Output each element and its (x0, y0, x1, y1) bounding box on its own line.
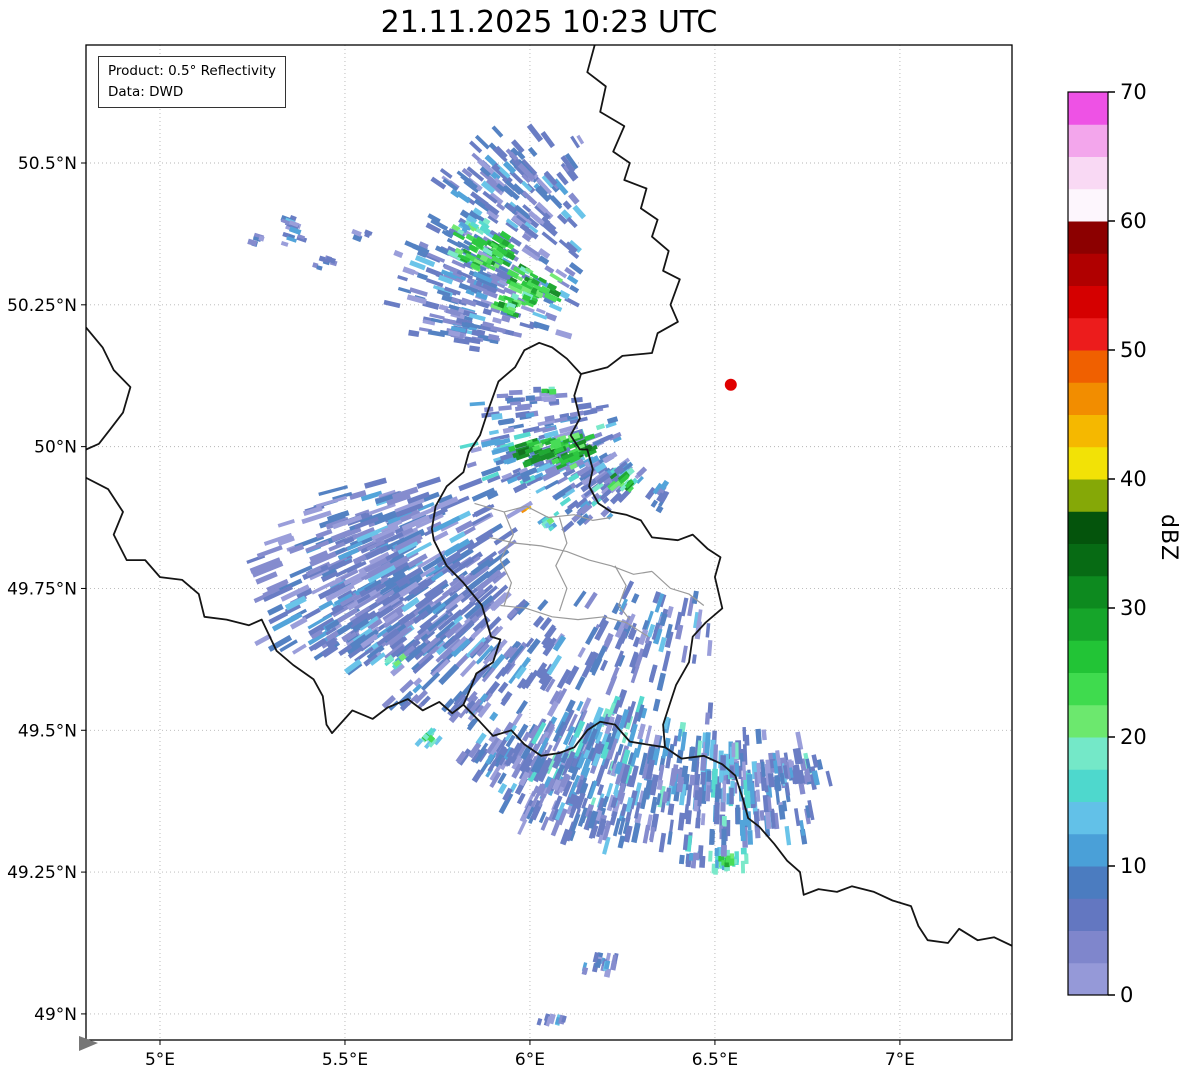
svg-text:50: 50 (1120, 338, 1147, 362)
svg-text:0: 0 (1120, 983, 1133, 1007)
colorbar (1067, 91, 1109, 996)
svg-text:6°E: 6°E (515, 1050, 545, 1070)
svg-text:50°N: 50°N (34, 438, 77, 458)
svg-text:5°E: 5°E (145, 1050, 175, 1070)
svg-text:7°E: 7°E (885, 1050, 915, 1070)
radar-site-marker (724, 378, 737, 391)
svg-text:6.5°E: 6.5°E (692, 1050, 738, 1070)
corner-marker (79, 1036, 98, 1051)
svg-text:60: 60 (1120, 209, 1147, 233)
svg-text:49.5°N: 49.5°N (18, 721, 77, 741)
colorbar-tick-labels: 0 10 20 30 40 50 60 70 (1108, 80, 1147, 1007)
y-axis-labels: 49°N 49.25°N 49.5°N 49.75°N 50°N 50.25°N 50.5°… (7, 154, 86, 1025)
svg-text:20: 20 (1120, 725, 1147, 749)
product-info-box: Product: 0.5° Reflectivity Data: DWD (98, 56, 286, 108)
figure-title: 21.11.2025 10:23 UTC (380, 5, 718, 40)
colorbar-unit-label: dBZ (1156, 514, 1181, 562)
svg-text:10: 10 (1120, 854, 1147, 878)
svg-text:50.25°N: 50.25°N (7, 296, 77, 316)
svg-text:5.5°E: 5.5°E (322, 1050, 368, 1070)
svg-text:30: 30 (1120, 596, 1147, 620)
regional-borders (474, 502, 705, 638)
national-borders (86, 45, 1012, 947)
plot-frame (85, 44, 1013, 1041)
svg-text:40: 40 (1120, 467, 1147, 491)
svg-text:49°N: 49°N (34, 1005, 77, 1025)
radar-echoes (246, 123, 833, 1027)
svg-text:50.5°N: 50.5°N (18, 154, 77, 174)
product-line: Product: 0.5° Reflectivity (108, 63, 276, 79)
svg-text:70: 70 (1120, 80, 1147, 104)
x-axis-labels: 5°E 5.5°E 6°E 6.5°E 7°E (145, 1040, 915, 1070)
data-source-line: Data: DWD (108, 83, 184, 100)
svg-text:49.75°N: 49.75°N (7, 579, 77, 599)
svg-text:49.25°N: 49.25°N (7, 863, 77, 883)
